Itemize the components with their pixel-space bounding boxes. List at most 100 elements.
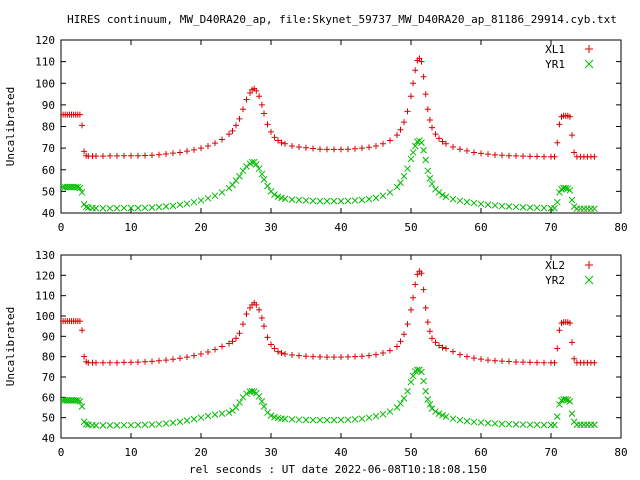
data-point	[551, 204, 558, 212]
data-point	[142, 152, 148, 159]
data-point	[260, 176, 268, 183]
data-point	[344, 197, 352, 205]
data-point	[212, 346, 218, 353]
data-point	[338, 146, 344, 153]
data-point	[413, 138, 421, 145]
data-point	[243, 310, 250, 317]
data-point	[358, 415, 366, 423]
data-point	[211, 411, 219, 418]
data-point	[463, 198, 471, 206]
data-point	[499, 152, 505, 159]
data-point	[197, 414, 205, 422]
data-point	[591, 205, 598, 213]
data-point	[229, 181, 236, 189]
data-point	[100, 359, 106, 366]
data-point	[225, 409, 233, 416]
data-point	[288, 415, 296, 423]
data-point	[420, 73, 427, 80]
data-point	[317, 353, 323, 360]
x-tick-label: 40	[334, 446, 347, 459]
x-tick-label: 10	[124, 446, 137, 459]
data-point	[93, 359, 99, 366]
data-point	[148, 421, 156, 428]
data-point	[218, 410, 226, 417]
series-xl1	[60, 55, 598, 160]
data-point	[302, 197, 310, 204]
data-point	[99, 204, 107, 212]
data-point	[278, 350, 285, 357]
data-point	[345, 353, 351, 360]
data-point	[252, 160, 260, 168]
data-point	[513, 152, 519, 159]
data-point	[420, 286, 427, 293]
data-point	[566, 320, 573, 327]
data-point	[442, 193, 450, 201]
data-point	[478, 356, 484, 363]
data-point	[351, 197, 359, 204]
data-point	[135, 359, 141, 366]
y-tick-label: 120	[35, 34, 55, 47]
data-point	[439, 411, 446, 419]
data-point	[120, 421, 128, 429]
data-point	[512, 203, 520, 211]
data-point	[226, 131, 232, 138]
x-tick-label: 50	[404, 446, 417, 459]
data-point	[120, 204, 128, 212]
data-point	[558, 185, 565, 193]
data-point	[418, 58, 425, 65]
data-point	[271, 191, 278, 198]
data-point	[422, 91, 429, 98]
data-point	[404, 387, 411, 395]
data-point	[344, 416, 352, 424]
y-tick-label: 100	[35, 310, 55, 323]
data-point	[156, 151, 162, 158]
data-point	[229, 338, 236, 345]
figure-title: HIRES continuum, MW_D40RA20_ap, file:Sky…	[67, 13, 617, 26]
data-point	[310, 145, 316, 152]
data-point	[439, 344, 446, 351]
data-point	[411, 142, 419, 150]
data-point	[556, 401, 563, 408]
x-tick-label: 70	[544, 446, 557, 459]
data-point	[410, 294, 417, 301]
legend-marker	[584, 59, 594, 69]
data-point	[439, 191, 446, 199]
data-point	[295, 196, 303, 204]
data-point	[426, 328, 433, 335]
data-point	[236, 330, 243, 337]
data-point	[81, 148, 88, 155]
data-point	[107, 152, 113, 159]
data-point	[379, 192, 387, 200]
data-point	[248, 158, 256, 166]
data-point	[247, 304, 253, 311]
data-point	[571, 149, 578, 156]
x-tick-label: 20	[194, 446, 207, 459]
data-point	[92, 204, 100, 212]
data-point	[379, 410, 387, 418]
data-point	[155, 203, 163, 211]
data-point	[366, 352, 372, 359]
data-point	[134, 204, 142, 212]
data-point	[424, 396, 432, 403]
data-point	[243, 390, 250, 398]
data-point	[256, 93, 263, 100]
data-point	[404, 165, 411, 173]
data-point	[169, 202, 177, 210]
data-point	[394, 343, 400, 350]
data-point	[93, 153, 99, 160]
data-point	[418, 368, 425, 376]
data-point	[316, 416, 324, 424]
data-point	[571, 355, 578, 362]
data-point	[156, 357, 162, 364]
x-tick-label: 60	[474, 221, 487, 234]
data-point	[491, 202, 499, 209]
data-point	[330, 416, 338, 424]
data-point	[400, 172, 408, 180]
data-point	[568, 410, 576, 417]
data-point	[478, 150, 484, 157]
data-point	[264, 121, 271, 128]
data-point	[556, 327, 563, 334]
data-point	[439, 138, 446, 145]
data-point	[410, 80, 417, 87]
data-point	[236, 115, 243, 122]
